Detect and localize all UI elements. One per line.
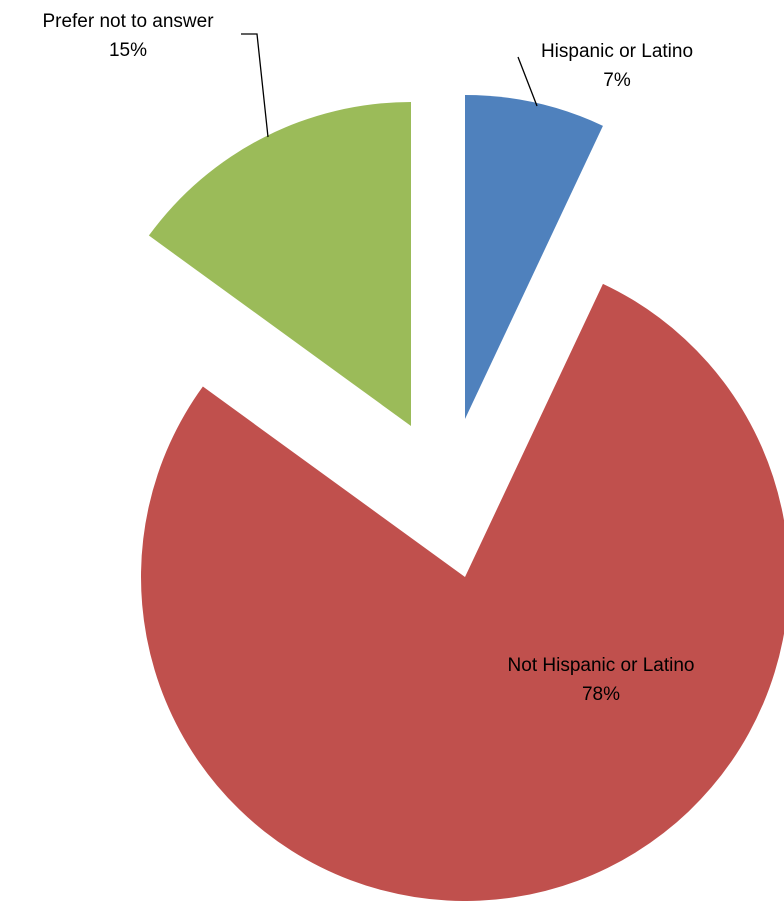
data-label-not-hispanic-percent: 78%: [582, 684, 620, 705]
data-label-prefer-not-to-answer-name: Prefer not to answer: [42, 11, 214, 32]
data-label-not-hispanic-name: Not Hispanic or Latino: [508, 655, 695, 676]
pie-slice-prefer-not-to-answer: [148, 102, 411, 426]
data-label-hispanic-name: Hispanic or Latino: [541, 41, 693, 62]
pie-slice-hispanic-or-latino: [465, 95, 603, 419]
leader-line-hispanic: [517, 56, 538, 107]
data-label-hispanic-percent: 7%: [603, 70, 631, 91]
pie-slices: [141, 95, 784, 901]
leader-line-prefer-not-to-answer: [241, 33, 269, 138]
pie-slice-not-hispanic-or-latino: [141, 283, 784, 901]
data-label-prefer-not-to-answer-percent: 15%: [109, 40, 147, 61]
